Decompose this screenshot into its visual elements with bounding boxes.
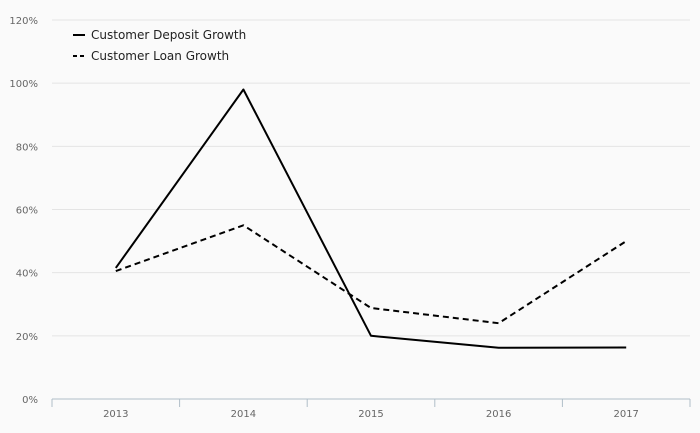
y-tick-label: 80% (16, 142, 38, 153)
x-tick-label: 2014 (231, 409, 256, 420)
x-axis-tick-labels: 2013 2014 2015 2016 2017 (103, 409, 639, 420)
x-tick-label: 2016 (486, 409, 511, 420)
y-tick-label: 0% (22, 395, 38, 406)
x-axis (51, 398, 691, 407)
y-tick-label: 60% (16, 206, 38, 217)
legend-label-loan: Customer Loan Growth (91, 49, 229, 63)
y-axis-tick-labels: 0% 20% 40% 60% 80% 100% 120% (9, 16, 38, 406)
y-tick-label: 20% (16, 332, 38, 343)
legend-item-loan[interactable]: Customer Loan Growth (73, 49, 229, 63)
x-tick-label: 2013 (103, 409, 128, 420)
y-tick-label: 120% (9, 16, 38, 27)
series-line-deposit[interactable] (114, 88, 627, 349)
y-tick-label: 40% (16, 269, 38, 280)
series-lines (114, 88, 627, 349)
legend-label-deposit: Customer Deposit Growth (91, 28, 246, 42)
x-tick-label: 2017 (613, 409, 638, 420)
legend-item-deposit[interactable]: Customer Deposit Growth (73, 28, 246, 42)
grid-lines (52, 19, 690, 337)
y-tick-label: 100% (9, 79, 38, 90)
legend: Customer Deposit Growth Customer Loan Gr… (73, 28, 246, 63)
series-line-loan[interactable] (115, 224, 627, 325)
x-tick-label: 2015 (358, 409, 383, 420)
